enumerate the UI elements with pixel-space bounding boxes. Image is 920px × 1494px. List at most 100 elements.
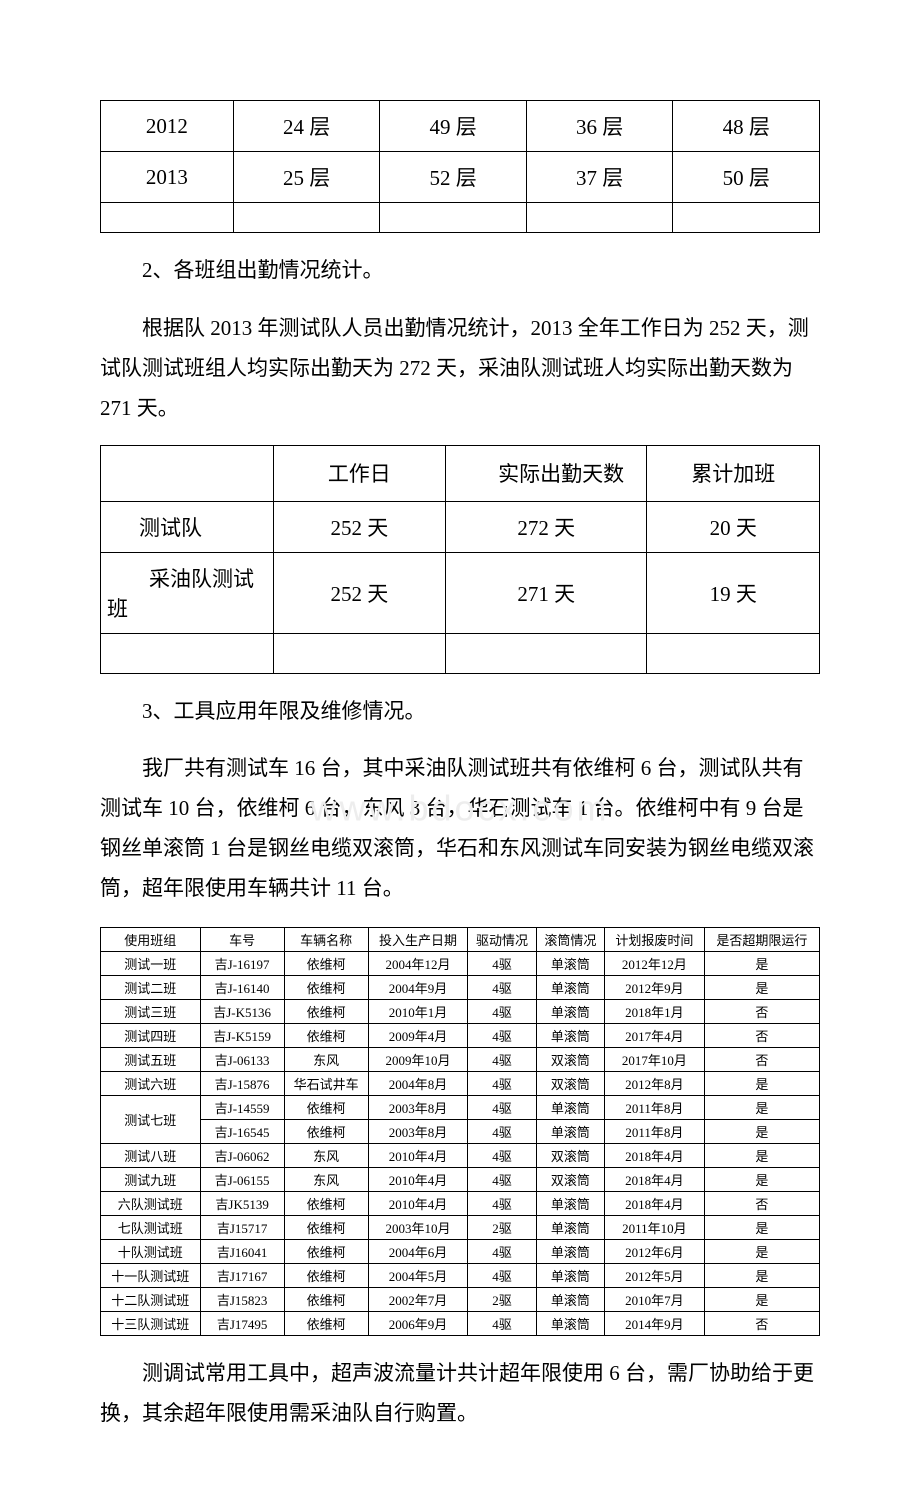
vehicle-tbody: 测试一班吉J-16197依维柯2004年12月4驱单滚筒2012年12月是测试二… xyxy=(101,952,820,1336)
cell-scrap: 2012年9月 xyxy=(605,976,705,1000)
cell-name: 华石试井车 xyxy=(284,1072,368,1096)
cell-group: 测试二班 xyxy=(101,976,201,1000)
cell: 19 天 xyxy=(647,552,820,633)
cell-scrap: 2011年8月 xyxy=(605,1096,705,1120)
cell-drum: 双滚筒 xyxy=(536,1072,604,1096)
cell-plate: 吉J-06133 xyxy=(200,1048,284,1072)
header-cell: 滚筒情况 xyxy=(536,928,604,952)
cell-over: 是 xyxy=(704,976,819,1000)
cell-name: 依维柯 xyxy=(284,1024,368,1048)
cell-over: 否 xyxy=(704,1000,819,1024)
cell-date: 2003年8月 xyxy=(368,1096,468,1120)
cell-plate: 吉J-06155 xyxy=(200,1168,284,1192)
cell-name: 东风 xyxy=(284,1144,368,1168)
cell-scrap: 2010年7月 xyxy=(605,1288,705,1312)
cell-drive: 4驱 xyxy=(468,1048,536,1072)
cell: 24 层 xyxy=(233,101,380,152)
cell xyxy=(101,633,274,673)
cell-date: 2004年5月 xyxy=(368,1264,468,1288)
cell-date: 2004年6月 xyxy=(368,1240,468,1264)
table-row: 测试五班吉J-06133东风2009年10月4驱双滚筒2017年10月否 xyxy=(101,1048,820,1072)
cell-plate: 吉JK5139 xyxy=(200,1192,284,1216)
cell-drum: 单滚筒 xyxy=(536,1192,604,1216)
cell-scrap: 2017年10月 xyxy=(605,1048,705,1072)
cell-group: 测试八班 xyxy=(101,1144,201,1168)
cell-date: 2010年4月 xyxy=(368,1192,468,1216)
vehicle-table: 使用班组 车号 车辆名称 投入生产日期 驱动情况 滚筒情况 计划报废时间 是否超… xyxy=(100,927,820,1336)
cell-plate: 吉J-15876 xyxy=(200,1072,284,1096)
cell-over: 是 xyxy=(704,1216,819,1240)
section2-heading: 2、各班组出勤情况统计。 xyxy=(100,251,820,291)
cell-group: 测试九班 xyxy=(101,1168,201,1192)
table-row-empty xyxy=(101,203,820,233)
cell: 50 层 xyxy=(673,152,820,203)
cell-text: 采油队测试班 xyxy=(107,563,267,623)
section3-heading: 3、工具应用年限及维修情况。 xyxy=(100,692,820,732)
cell-plate: 吉J15823 xyxy=(200,1288,284,1312)
cell: 252 天 xyxy=(273,552,446,633)
section3-paragraph: 我厂共有测试车 16 台，其中采油队测试班共有依维柯 6 台，测试队共有测试车 … xyxy=(100,749,820,909)
cell-scrap: 2012年6月 xyxy=(605,1240,705,1264)
cell-scrap: 2018年1月 xyxy=(605,1000,705,1024)
header-cell: 实际出勤天数 xyxy=(446,445,647,501)
header-cell: 是否超期限运行 xyxy=(704,928,819,952)
cell-group: 六队测试班 xyxy=(101,1192,201,1216)
cell-scrap: 2011年8月 xyxy=(605,1120,705,1144)
cell: 272 天 xyxy=(446,501,647,552)
cell-scrap: 2018年4月 xyxy=(605,1168,705,1192)
cell-over: 是 xyxy=(704,1264,819,1288)
cell-name: 依维柯 xyxy=(284,1240,368,1264)
table-row: 测试七班吉J-14559依维柯2003年8月4驱单滚筒2011年8月是 xyxy=(101,1096,820,1120)
header-cell: 驱动情况 xyxy=(468,928,536,952)
table-header-row: 工作日 实际出勤天数 累计加班 xyxy=(101,445,820,501)
cell-over: 是 xyxy=(704,1096,819,1120)
cell-drum: 单滚筒 xyxy=(536,1240,604,1264)
cell: 37 层 xyxy=(526,152,673,203)
cell xyxy=(101,203,234,233)
cell-drive: 4驱 xyxy=(468,1240,536,1264)
cell-name: 依维柯 xyxy=(284,1264,368,1288)
cell-over: 否 xyxy=(704,1048,819,1072)
cell-plate: 吉J-14559 xyxy=(200,1096,284,1120)
table-row: 测试二班吉J-16140依维柯2004年9月4驱单滚筒2012年9月是 xyxy=(101,976,820,1000)
cell xyxy=(380,203,527,233)
cell xyxy=(673,203,820,233)
table-row: 十队测试班吉J16041依维柯2004年6月4驱单滚筒2012年6月是 xyxy=(101,1240,820,1264)
cell-drive: 4驱 xyxy=(468,1312,536,1336)
header-cell: 计划报废时间 xyxy=(605,928,705,952)
cell-scrap: 2012年5月 xyxy=(605,1264,705,1288)
cell-drum: 单滚筒 xyxy=(536,976,604,1000)
table-header-row: 使用班组 车号 车辆名称 投入生产日期 驱动情况 滚筒情况 计划报废时间 是否超… xyxy=(101,928,820,952)
table-row: 测试三班吉J-K5136依维柯2010年1月4驱单滚筒2018年1月否 xyxy=(101,1000,820,1024)
section4-paragraph: 测调试常用工具中，超声波流量计共计超年限使用 6 台，需厂协助给于更换，其余超年… xyxy=(100,1354,820,1434)
cell-name: 依维柯 xyxy=(284,1192,368,1216)
header-cell: 工作日 xyxy=(273,445,446,501)
cell-name: 东风 xyxy=(284,1168,368,1192)
cell-date: 2003年8月 xyxy=(368,1120,468,1144)
cell-group: 测试七班 xyxy=(101,1096,201,1144)
cell-over: 是 xyxy=(704,1144,819,1168)
cell-date: 2004年9月 xyxy=(368,976,468,1000)
cell-group: 测试三班 xyxy=(101,1000,201,1024)
cell: 2013 xyxy=(101,152,234,203)
cell xyxy=(446,633,647,673)
cell-group: 测试四班 xyxy=(101,1024,201,1048)
cell-drive: 4驱 xyxy=(468,1024,536,1048)
table-row: 十二队测试班吉J15823依维柯2002年7月2驱单滚筒2010年7月是 xyxy=(101,1288,820,1312)
cell-scrap: 2017年4月 xyxy=(605,1024,705,1048)
table-row: 七队测试班吉J15717依维柯2003年10月2驱单滚筒2011年10月是 xyxy=(101,1216,820,1240)
cell-name: 东风 xyxy=(284,1048,368,1072)
cell-plate: 吉J-K5136 xyxy=(200,1000,284,1024)
cell-over: 否 xyxy=(704,1312,819,1336)
cell-scrap: 2011年10月 xyxy=(605,1216,705,1240)
cell-plate: 吉J-K5159 xyxy=(200,1024,284,1048)
cell xyxy=(647,633,820,673)
cell-scrap: 2018年4月 xyxy=(605,1192,705,1216)
cell-plate: 吉J15717 xyxy=(200,1216,284,1240)
cell-drive: 4驱 xyxy=(468,1192,536,1216)
cell-date: 2010年4月 xyxy=(368,1144,468,1168)
table-row: 六队测试班吉JK5139依维柯2010年4月4驱单滚筒2018年4月否 xyxy=(101,1192,820,1216)
cell-scrap: 2014年9月 xyxy=(605,1312,705,1336)
header-cell xyxy=(101,445,274,501)
cell-over: 否 xyxy=(704,1192,819,1216)
